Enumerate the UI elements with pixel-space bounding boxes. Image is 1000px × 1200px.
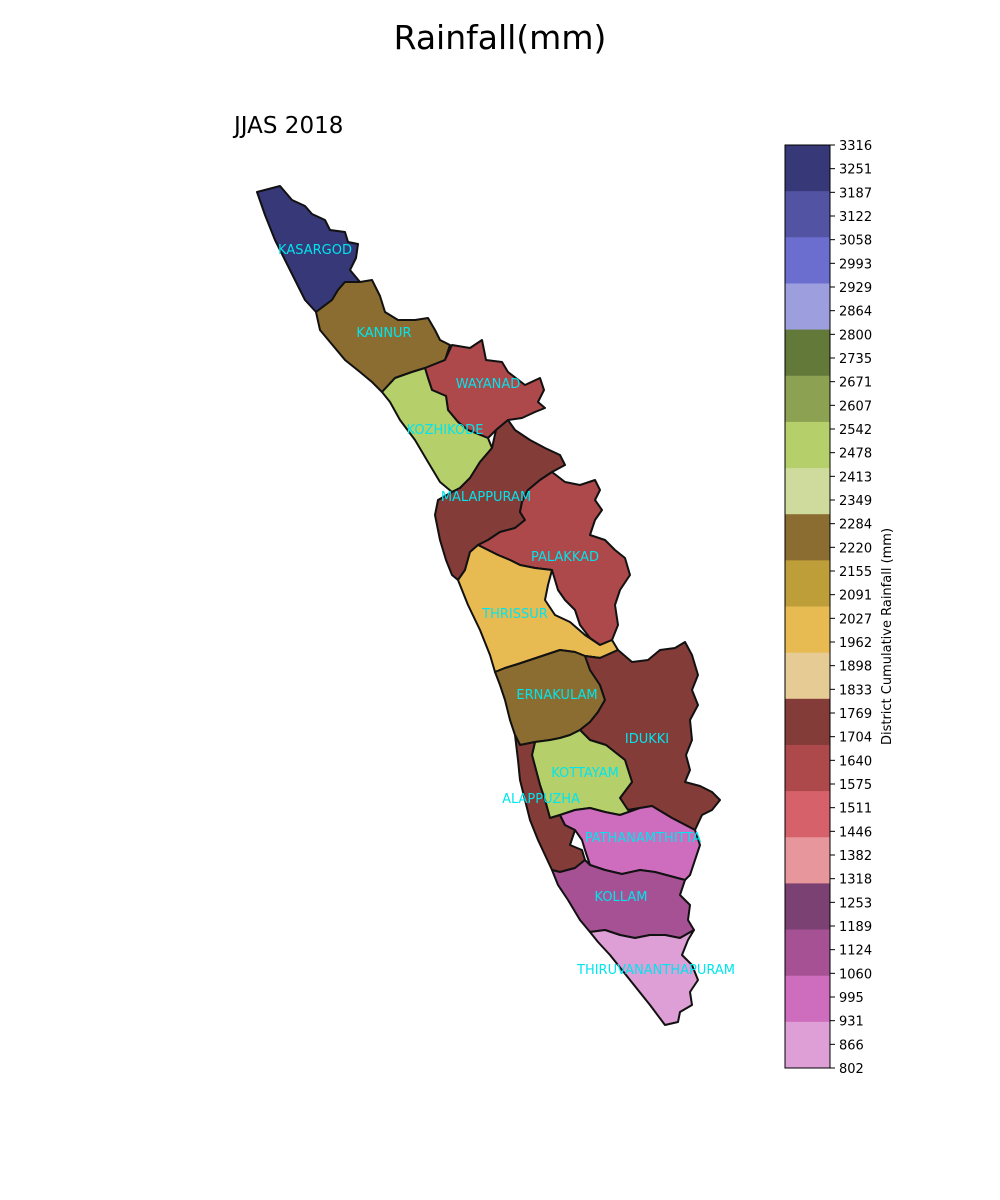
label-idukki: IDUKKI bbox=[625, 732, 669, 747]
colorbar-band bbox=[785, 975, 830, 1023]
colorbar-band bbox=[785, 791, 830, 838]
colorbar-band bbox=[785, 837, 830, 884]
colorbar-band bbox=[785, 883, 830, 931]
colorbar-bands bbox=[785, 145, 830, 1069]
district-shapes bbox=[256, 185, 721, 1026]
colorbar-tick-label: 1769 bbox=[839, 707, 872, 722]
label-thiruvananthapuram: THIRUVANANTHAPURAM bbox=[576, 963, 735, 978]
colorbar-tick-label: 802 bbox=[839, 1062, 864, 1077]
colorbar-ticks: 3316 3251 3187 3122 3058 2993 2929 2864 2800 2735… bbox=[830, 139, 872, 1077]
colorbar-tick-label: 2607 bbox=[839, 399, 872, 414]
district-kannur[interactable] bbox=[315, 279, 451, 393]
label-kasargod: KASARGOD bbox=[278, 243, 352, 258]
colorbar-title: District Cumulative Rainfall (mm) bbox=[880, 528, 895, 745]
colorbar-band bbox=[785, 237, 830, 284]
colorbar-tick-label: 1253 bbox=[839, 896, 872, 911]
district-pathanamthitta[interactable] bbox=[559, 805, 701, 881]
colorbar-tick-label: 3251 bbox=[839, 163, 872, 178]
colorbar-tick-label: 2542 bbox=[839, 423, 872, 438]
label-kozhikode: KOZHIKODE bbox=[407, 423, 484, 438]
colorbar-tick-label: 1511 bbox=[839, 802, 872, 817]
colorbar-tick-label: 2800 bbox=[839, 328, 872, 343]
label-palakkad: PALAKKAD bbox=[531, 550, 599, 565]
district-labels: KASARGOD KANNUR WAYANAD KOZHIKODE MALAPP… bbox=[278, 243, 735, 978]
colorbar-band bbox=[785, 929, 830, 977]
colorbar-tick-label: 1640 bbox=[839, 754, 872, 769]
colorbar-tick-label: 2864 bbox=[839, 305, 872, 320]
colorbar-tick-label: 1060 bbox=[839, 967, 872, 982]
colorbar-band bbox=[785, 698, 830, 746]
colorbar-tick-label: 2349 bbox=[839, 494, 872, 509]
district-thiruvananthapuram[interactable] bbox=[589, 929, 699, 1026]
colorbar-tick-label: 2671 bbox=[839, 376, 872, 391]
colorbar-band bbox=[785, 283, 830, 331]
label-wayanad: WAYANAD bbox=[456, 377, 520, 392]
colorbar-tick-label: 995 bbox=[839, 991, 864, 1006]
colorbar-band bbox=[785, 421, 830, 469]
colorbar-band bbox=[785, 744, 830, 792]
district-kozhikode[interactable] bbox=[381, 367, 493, 493]
colorbar-tick-label: 931 bbox=[839, 1015, 864, 1030]
colorbar-band bbox=[785, 191, 830, 238]
colorbar-band bbox=[785, 468, 830, 515]
colorbar-tick-label: 1833 bbox=[839, 683, 872, 698]
colorbar-tick-label: 1124 bbox=[839, 944, 872, 959]
colorbar-frame bbox=[784, 144, 831, 1069]
colorbar-tick-label: 3058 bbox=[839, 234, 872, 249]
colorbar-band bbox=[785, 514, 830, 561]
colorbar-tick-label: 1704 bbox=[839, 731, 872, 746]
label-kannur: KANNUR bbox=[356, 326, 411, 341]
colorbar-band bbox=[785, 606, 830, 654]
colorbar-band bbox=[785, 1021, 830, 1069]
district-kasargod[interactable] bbox=[256, 185, 361, 313]
colorbar-tick-label: 3316 bbox=[839, 139, 872, 154]
label-alappuzha: ALAPPUZHA bbox=[502, 792, 580, 807]
colorbar-tick-label: 3187 bbox=[839, 186, 872, 201]
label-kottayam: KOTTAYAM bbox=[551, 766, 619, 781]
colorbar-tick-label: 2091 bbox=[839, 589, 872, 604]
colorbar-tick-label: 2027 bbox=[839, 612, 872, 627]
district-alappuzha[interactable] bbox=[514, 734, 586, 873]
label-ernakulam: ERNAKULAM bbox=[516, 688, 597, 703]
colorbar-band bbox=[785, 652, 830, 700]
colorbar-band bbox=[785, 329, 830, 377]
colorbar-tick-label: 1898 bbox=[839, 660, 872, 675]
colorbar-tick-label: 2155 bbox=[839, 565, 872, 580]
colorbar-tick-label: 2284 bbox=[839, 518, 872, 533]
colorbar-band bbox=[785, 145, 830, 192]
colorbar-tick-label: 1318 bbox=[839, 873, 872, 888]
colorbar-tick-label: 1962 bbox=[839, 636, 872, 651]
colorbar-band bbox=[785, 375, 830, 423]
label-thrissur: THRISSUR bbox=[481, 607, 548, 622]
label-malappuram: MALAPPURAM bbox=[441, 490, 531, 505]
colorbar-tick-label: 1382 bbox=[839, 849, 872, 864]
map-subtitle: JJAS 2018 bbox=[234, 113, 344, 139]
colorbar-tick-label: 1575 bbox=[839, 778, 872, 793]
colorbar-tick-label: 3122 bbox=[839, 210, 872, 225]
label-pathanamthitta: PATHANAMTHITTA bbox=[585, 831, 702, 846]
colorbar-tick-label: 1446 bbox=[839, 825, 872, 840]
colorbar-tick-label: 2993 bbox=[839, 257, 872, 272]
colorbar-tick-label: 2735 bbox=[839, 352, 872, 367]
colorbar-tick-label: 1189 bbox=[839, 920, 872, 935]
colorbar-tick-label: 2478 bbox=[839, 447, 872, 462]
colorbar-tick-label: 2220 bbox=[839, 541, 872, 556]
label-kollam: KOLLAM bbox=[595, 890, 648, 905]
colorbar-tick-label: 2413 bbox=[839, 470, 872, 485]
colorbar-tick-label: 866 bbox=[839, 1038, 864, 1053]
map-title: Rainfall(mm) bbox=[393, 18, 607, 57]
colorbar-tick-label: 2929 bbox=[839, 281, 872, 296]
colorbar-band bbox=[785, 560, 830, 607]
